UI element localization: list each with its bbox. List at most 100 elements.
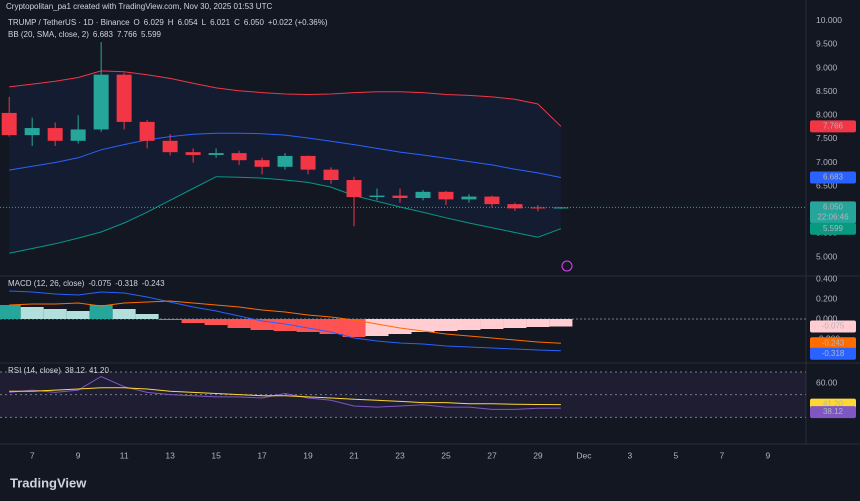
indicator-value: 7.766 (117, 30, 138, 39)
band-last-label-box (810, 222, 856, 235)
macd-line (9, 290, 561, 352)
histogram-bar (365, 319, 389, 336)
x-tick-label: 21 (349, 450, 359, 460)
candle-body (93, 74, 109, 130)
y-tick-label: 0.400 (816, 273, 838, 283)
x-tick-label: 3 (628, 450, 633, 460)
candle-body (70, 129, 86, 141)
histogram-bar (227, 319, 251, 328)
candle-body (162, 140, 178, 153)
histogram-bar (135, 314, 159, 319)
candle-body (277, 155, 293, 167)
candle-body (553, 207, 569, 209)
ohlc-key: H (168, 18, 174, 27)
candle-body (139, 121, 155, 141)
candle-body (507, 204, 523, 209)
candle-body (254, 160, 270, 167)
histogram-bar (480, 319, 504, 329)
histogram-bar (388, 319, 412, 334)
histogram-bar (503, 319, 527, 328)
band-last-label: 6.683 (823, 173, 844, 182)
rsi-last-label-box (810, 406, 856, 419)
band-line (9, 132, 561, 178)
x-tick-label: 17 (257, 450, 267, 460)
ohlc-key: O (134, 18, 140, 27)
ohlc-key: L (202, 18, 207, 27)
candle-body (461, 196, 477, 200)
watermark: Cryptopolitan_pa1 created with TradingVi… (6, 2, 272, 11)
band-last-label: 5.599 (823, 224, 844, 233)
candle-body (185, 152, 201, 155)
signal-last-label-box (810, 337, 856, 350)
histogram-last-label-box (810, 320, 856, 333)
last-price-label: 6.050 (823, 203, 844, 212)
candle-body (323, 169, 339, 181)
x-tick-label: 27 (487, 450, 497, 460)
candle-body (1, 112, 17, 136)
histogram-bar (526, 319, 550, 327)
candle-body (231, 153, 247, 161)
y-tick-label: 9.000 (816, 62, 838, 72)
rsi-last-label: 38.12 (823, 407, 844, 416)
rsi-ma-line (9, 387, 561, 406)
event-icon (561, 260, 573, 272)
signal-last-label: -0.243 (822, 338, 845, 347)
x-tick-label: 9 (765, 450, 770, 460)
candle-body (24, 128, 40, 136)
band-last-label-box (810, 171, 856, 184)
y-tick-label: 60.00 (816, 378, 838, 388)
histogram-bar (457, 319, 481, 330)
y-tick-label: 5.000 (816, 251, 838, 261)
ohlc-key: C (234, 18, 240, 27)
histogram-bar (66, 311, 90, 319)
indicator-value: -0.075 (88, 279, 111, 288)
histogram-bar (319, 319, 343, 334)
histogram-bar (273, 319, 297, 331)
change: +0.022 (+0.36%) (268, 18, 328, 27)
candle-body (415, 191, 431, 198)
indicator-name: MACD (12, 26, close) (8, 279, 85, 288)
y-tick-label: 8.000 (816, 110, 838, 120)
logo: TradingView (10, 475, 87, 490)
y-tick-label: 8.500 (816, 86, 838, 96)
y-tick-label: 7.500 (816, 133, 838, 143)
band-last-label-box (810, 120, 856, 133)
candle-body (116, 74, 132, 122)
histogram-bar (43, 309, 67, 319)
y-tick-label: 0.200 (816, 293, 838, 303)
countdown: 22:06:46 (817, 213, 849, 222)
x-tick-label: 5 (673, 450, 678, 460)
indicator-value: 41.20 (89, 366, 110, 375)
histogram-bar (158, 319, 182, 320)
histogram-bar (204, 319, 228, 325)
candle-body (47, 128, 63, 141)
histogram-last-label: -0.075 (822, 322, 845, 331)
histogram-bar (250, 319, 274, 330)
ohlc-value: 6.050 (244, 18, 265, 27)
histogram-bar (342, 319, 366, 337)
indicator-value: 5.599 (141, 30, 162, 39)
candle-body (484, 196, 500, 205)
ma-last-label: 41.20 (823, 400, 844, 409)
x-tick-label: 11 (120, 450, 129, 460)
signal-line (9, 300, 561, 344)
indicator-name: RSI (14, close) (8, 366, 61, 375)
y-tick-label: 0.000 (816, 313, 838, 323)
candle-body (346, 180, 362, 198)
indicator-name: BB (20, SMA, close, 2) (8, 30, 89, 39)
histogram-bar (434, 319, 458, 331)
x-tick-label: 19 (303, 450, 313, 460)
x-tick-label: 29 (533, 450, 543, 460)
histogram-bar (20, 307, 44, 319)
candle-body (369, 195, 385, 198)
indicator-value: -0.318 (115, 279, 138, 288)
indicator-value: 6.683 (93, 30, 114, 39)
histogram-bar (296, 319, 320, 332)
x-tick-label: 13 (165, 450, 175, 460)
ohlc-value: 6.021 (210, 18, 231, 27)
x-tick-label: 23 (395, 450, 405, 460)
histogram-bar (0, 305, 21, 319)
histogram-bar (411, 319, 435, 332)
y-tick-label: 9.500 (816, 39, 838, 49)
